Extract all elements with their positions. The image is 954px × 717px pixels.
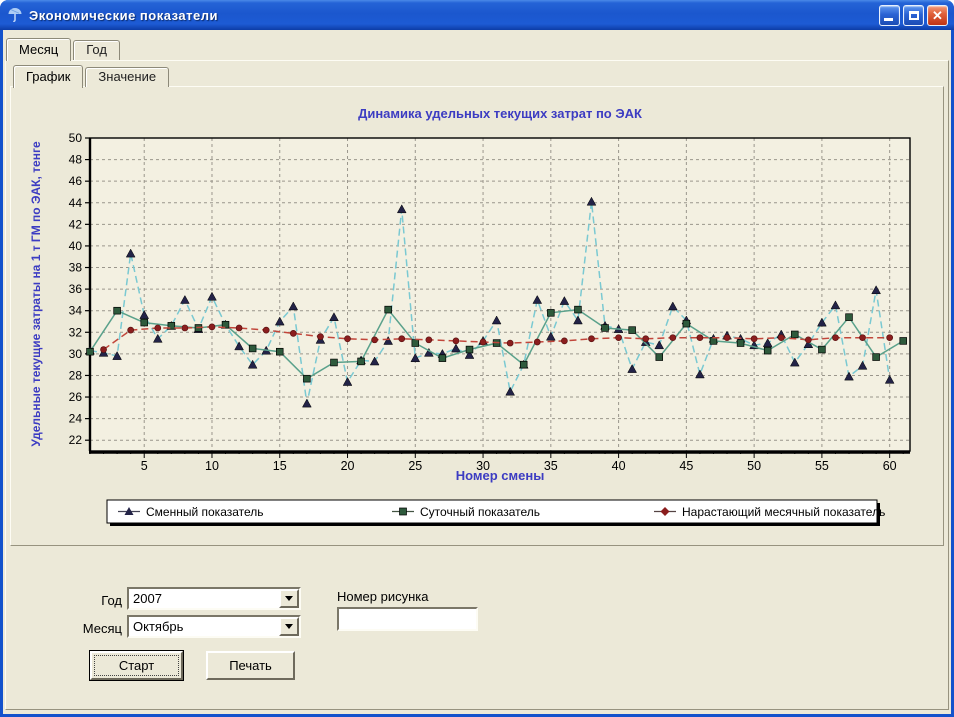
svg-text:55: 55 xyxy=(815,459,829,473)
svg-text:42: 42 xyxy=(69,217,83,231)
svg-text:40: 40 xyxy=(612,459,626,473)
svg-text:20: 20 xyxy=(341,459,355,473)
year-value: 2007 xyxy=(133,591,162,606)
close-button[interactable]: ✕ xyxy=(927,5,948,26)
svg-text:24: 24 xyxy=(69,412,83,426)
inner-tabstrip: График Значение xyxy=(13,65,171,88)
window-title: Экономические показатели xyxy=(29,8,876,23)
svg-text:15: 15 xyxy=(273,459,287,473)
svg-text:44: 44 xyxy=(69,196,83,210)
chevron-down-icon xyxy=(285,624,293,629)
maximize-icon xyxy=(909,11,919,20)
svg-text:60: 60 xyxy=(883,459,897,473)
month-dropdown-button[interactable] xyxy=(279,617,299,636)
svg-text:50: 50 xyxy=(69,131,83,145)
month-label: Месяц xyxy=(43,621,122,636)
start-button[interactable]: Старт xyxy=(90,651,183,680)
svg-text:22: 22 xyxy=(69,433,83,447)
print-button[interactable]: Печать xyxy=(206,651,295,680)
svg-text:30: 30 xyxy=(476,459,490,473)
x-axis-label: Номер смены xyxy=(456,468,545,483)
close-icon: ✕ xyxy=(932,9,943,22)
legend-label-shift: Сменный показатель xyxy=(146,505,264,519)
year-dropdown-button[interactable] xyxy=(279,589,299,608)
plot-area: 22 24 26 28 30 32 34 36 38 40 42 44 46 48 50 5 10 15 20 25 3… xyxy=(69,131,910,473)
svg-text:30: 30 xyxy=(69,347,83,361)
tab-values[interactable]: Значение xyxy=(85,67,169,87)
svg-text:32: 32 xyxy=(69,325,83,339)
svg-text:38: 38 xyxy=(69,261,83,275)
year-combobox[interactable]: 2007 xyxy=(127,587,301,610)
svg-text:34: 34 xyxy=(69,304,83,318)
tab-chart[interactable]: График xyxy=(13,65,83,88)
legend-square-icon xyxy=(400,508,407,515)
svg-text:35: 35 xyxy=(544,459,558,473)
svg-text:46: 46 xyxy=(69,174,83,188)
svg-text:26: 26 xyxy=(69,390,83,404)
minimize-icon xyxy=(884,18,893,21)
outer-tabstrip: Месяц Год xyxy=(6,38,122,61)
svg-text:25: 25 xyxy=(408,459,422,473)
chart-panel: Динамика удельных текущих затрат по ЭАК … xyxy=(14,96,940,540)
window-client-area: Месяц Год График Значение Динамика удель… xyxy=(3,30,951,714)
legend-label-cumulative: Нарастающий месячный показатель xyxy=(682,505,885,519)
svg-text:28: 28 xyxy=(69,368,83,382)
svg-text:50: 50 xyxy=(747,459,761,473)
chart-title: Динамика удельных текущих затрат по ЭАК xyxy=(358,106,642,121)
minimize-button[interactable] xyxy=(879,5,900,26)
year-label: Год xyxy=(43,593,122,608)
figure-number-input[interactable] xyxy=(337,607,478,631)
month-combobox[interactable]: Октябрь xyxy=(127,615,301,638)
tab-month[interactable]: Месяц xyxy=(6,38,71,61)
maximize-button[interactable] xyxy=(903,5,924,26)
svg-text:5: 5 xyxy=(141,459,148,473)
economics-chart: Динамика удельных текущих затрат по ЭАК … xyxy=(14,96,940,540)
svg-text:40: 40 xyxy=(69,239,83,253)
y-axis-label: Удельные текущие затраты на 1 т ГМ по ЭА… xyxy=(29,141,43,447)
tab-year[interactable]: Год xyxy=(73,40,120,60)
svg-text:36: 36 xyxy=(69,282,83,296)
app-icon xyxy=(6,6,24,24)
legend-label-daily: Суточный показатель xyxy=(420,505,540,519)
app-window: Экономические показатели ✕ Месяц Год Гра… xyxy=(0,0,954,717)
svg-text:10: 10 xyxy=(205,459,219,473)
chart-legend: Сменный показатель Суточный показатель Н… xyxy=(107,500,885,526)
svg-text:48: 48 xyxy=(69,153,83,167)
chevron-down-icon xyxy=(285,596,293,601)
title-bar[interactable]: Экономические показатели ✕ xyxy=(0,0,954,30)
figure-number-label: Номер рисунка xyxy=(337,589,429,604)
svg-text:45: 45 xyxy=(679,459,693,473)
month-value: Октябрь xyxy=(133,619,183,634)
